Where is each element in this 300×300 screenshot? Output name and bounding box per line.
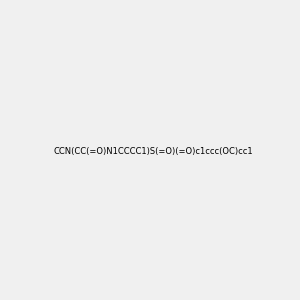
Text: CCN(CC(=O)N1CCCC1)S(=O)(=O)c1ccc(OC)cc1: CCN(CC(=O)N1CCCC1)S(=O)(=O)c1ccc(OC)cc1 [54,147,254,156]
